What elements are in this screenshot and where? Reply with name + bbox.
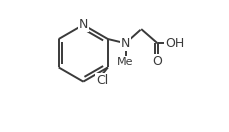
Text: Cl: Cl [96,74,108,87]
Text: Me: Me [117,57,134,67]
Text: OH: OH [165,37,184,50]
Text: O: O [153,55,163,68]
Text: N: N [79,18,88,31]
Text: N: N [121,37,130,50]
